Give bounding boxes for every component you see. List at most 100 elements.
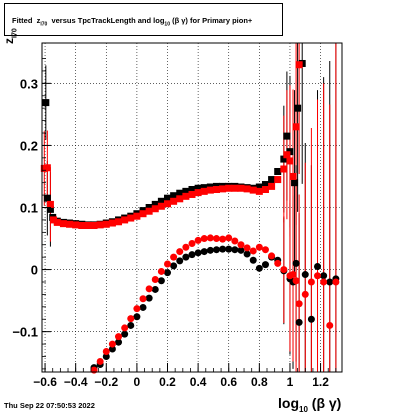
data-point-square bbox=[249, 186, 257, 194]
data-point-circle bbox=[145, 294, 153, 302]
data-point-circle bbox=[237, 241, 245, 249]
data-point-circle bbox=[151, 276, 159, 284]
data-point-square bbox=[176, 195, 184, 203]
x-tick-label: −0.2 bbox=[94, 375, 118, 389]
data-point-square bbox=[43, 194, 51, 202]
data-point-circle bbox=[139, 303, 147, 311]
data-point-square bbox=[237, 184, 245, 192]
data-point-circle bbox=[332, 278, 340, 286]
data-point-square bbox=[280, 165, 288, 173]
data-point-square bbox=[145, 204, 153, 211]
data-point-square bbox=[170, 197, 178, 205]
title-prefix: Fitted bbox=[12, 16, 33, 25]
data-point-circle bbox=[164, 269, 172, 277]
y-tick-label: 0.2 bbox=[20, 138, 38, 153]
data-point-circle bbox=[151, 285, 159, 293]
data-point-circle bbox=[188, 240, 196, 248]
data-point-square bbox=[289, 172, 297, 180]
data-point-square bbox=[255, 183, 263, 191]
data-point-circle bbox=[96, 357, 104, 365]
data-point-circle bbox=[231, 246, 239, 254]
data-point-square bbox=[283, 151, 291, 159]
data-point-circle bbox=[289, 271, 297, 279]
data-point-circle bbox=[182, 253, 190, 261]
error-bars bbox=[43, 43, 337, 372]
data-point-circle bbox=[301, 290, 309, 298]
data-point-square bbox=[90, 222, 98, 230]
data-point-circle bbox=[320, 272, 328, 280]
data-point-circle bbox=[261, 261, 269, 269]
data-point-square bbox=[53, 218, 61, 226]
data-point-circle bbox=[133, 313, 141, 321]
data-point-square bbox=[292, 123, 300, 131]
data-point-circle bbox=[145, 285, 153, 293]
x-tick-label: −0.6 bbox=[33, 375, 57, 389]
data-point-square bbox=[164, 194, 172, 202]
data-point-square bbox=[115, 218, 123, 226]
data-point-circle bbox=[121, 330, 129, 338]
data-point-circle bbox=[219, 235, 227, 243]
data-point-square bbox=[274, 167, 282, 175]
data-point-square bbox=[188, 190, 196, 198]
x-tick-label: 1.2 bbox=[312, 375, 329, 389]
x-axis-label-rest: (β γ) bbox=[311, 395, 342, 411]
data-point-circle bbox=[157, 277, 165, 285]
x-tick-label: 0.2 bbox=[159, 375, 176, 389]
title-middle: versus TpcTrackLength and log bbox=[51, 16, 165, 25]
data-point-square bbox=[151, 205, 159, 213]
data-point-circle bbox=[139, 295, 147, 303]
y-tick-label: 0 bbox=[31, 263, 38, 278]
data-point-square bbox=[295, 61, 303, 69]
data-point-square bbox=[261, 185, 269, 193]
data-point-circle bbox=[200, 235, 208, 243]
data-point-circle bbox=[108, 345, 116, 353]
data-point-circle bbox=[261, 246, 269, 254]
data-point-circle bbox=[127, 321, 135, 329]
data-point-circle bbox=[326, 321, 334, 329]
data-markers bbox=[40, 59, 340, 374]
data-point-square bbox=[255, 187, 263, 195]
data-point-circle bbox=[206, 234, 214, 242]
data-point-square bbox=[139, 210, 147, 218]
data-point-circle bbox=[280, 266, 288, 274]
x-tick-label: 0.4 bbox=[190, 375, 207, 389]
data-point-square bbox=[182, 192, 190, 200]
data-point-square bbox=[42, 99, 50, 107]
data-point-square bbox=[46, 200, 54, 208]
data-point-circle bbox=[115, 338, 123, 346]
data-point-square bbox=[108, 219, 116, 227]
data-point-circle bbox=[243, 250, 251, 258]
axis-ticks bbox=[42, 58, 337, 372]
data-point-square bbox=[243, 185, 251, 193]
data-point-square bbox=[225, 184, 233, 192]
data-point-circle bbox=[90, 366, 98, 374]
data-point-square bbox=[182, 187, 190, 195]
data-point-circle bbox=[194, 249, 202, 257]
data-point-circle bbox=[182, 243, 190, 251]
data-point-square bbox=[59, 220, 67, 228]
data-point-square bbox=[43, 164, 51, 172]
y-tick-label: 0.3 bbox=[20, 76, 38, 91]
data-point-circle bbox=[219, 245, 227, 253]
data-point-square bbox=[102, 220, 110, 228]
data-point-circle bbox=[200, 248, 208, 256]
data-point-circle bbox=[212, 246, 220, 254]
data-point-circle bbox=[320, 278, 328, 286]
data-point-circle bbox=[102, 352, 110, 360]
x-tick-label: 0 bbox=[134, 375, 141, 389]
data-point-circle bbox=[301, 271, 309, 279]
data-point-circle bbox=[225, 234, 233, 242]
timestamp-footer: Thu Sep 22 07:50:53 2022 bbox=[4, 401, 95, 410]
data-point-square bbox=[294, 104, 302, 112]
x-axis-label-sub: 10 bbox=[299, 404, 308, 414]
data-point-circle bbox=[176, 257, 184, 265]
data-point-square bbox=[194, 189, 202, 197]
data-point-square bbox=[84, 222, 92, 230]
chart-title: Fitted zI70 versus TpcTrackLength and lo… bbox=[12, 16, 252, 28]
title-suffix: for Primary pion+ bbox=[190, 16, 253, 25]
data-point-circle bbox=[274, 259, 282, 267]
data-point-circle bbox=[170, 262, 178, 270]
data-point-circle bbox=[292, 277, 300, 285]
x-tick-label: 0.6 bbox=[220, 375, 237, 389]
